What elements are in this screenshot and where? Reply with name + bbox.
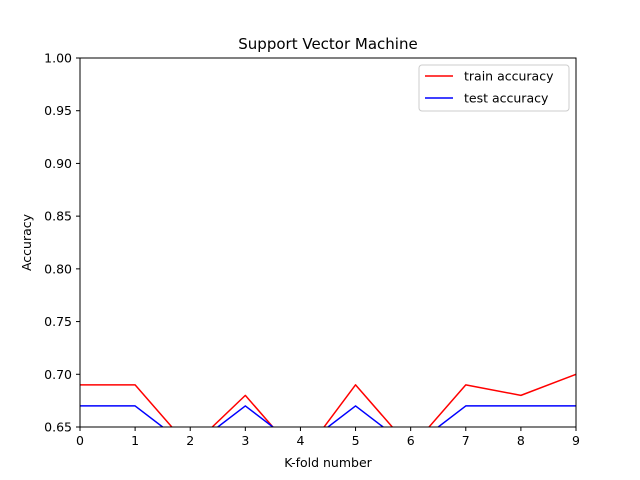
series-layer [80,373,576,427]
x-axis-ticks: 0 1 2 3 4 5 6 7 8 9 [76,427,580,448]
x-tick-label: 5 [352,433,360,448]
plot-frame [79,57,577,428]
y-axis-title: Accuracy [19,213,34,271]
legend-label: test accuracy [464,91,549,106]
x-axis-title: K-fold number [284,455,372,470]
x-tick-label: 2 [186,433,194,448]
legend: train accuracy test accuracy [418,64,570,112]
x-tick-label: 9 [572,433,580,448]
series-line-test-accuracy [80,405,576,427]
x-tick-label: 4 [296,433,304,448]
legend-box [418,64,570,112]
y-tick-label: 1.00 [44,51,72,66]
legend-label: train accuracy [464,69,554,84]
x-tick-label: 7 [462,433,470,448]
y-tick-label: 0.85 [44,209,72,224]
y-tick-label: 0.90 [44,156,72,171]
series-line-train-accuracy [80,373,576,427]
y-tick-label: 0.65 [44,420,72,435]
chart-title: Support Vector Machine [238,35,417,53]
y-tick-label: 0.80 [44,261,72,276]
x-tick-label: 6 [407,433,415,448]
y-tick-label: 0.95 [44,103,72,118]
y-axis-ticks: 0.65 0.70 0.75 0.80 0.85 0.90 0.95 1.00 [44,51,80,435]
x-tick-label: 1 [131,433,139,448]
x-tick-label: 8 [517,433,525,448]
y-tick-label: 0.70 [44,367,72,382]
x-tick-label: 0 [76,433,84,448]
y-tick-label: 0.75 [44,314,72,329]
x-tick-label: 3 [241,433,249,448]
